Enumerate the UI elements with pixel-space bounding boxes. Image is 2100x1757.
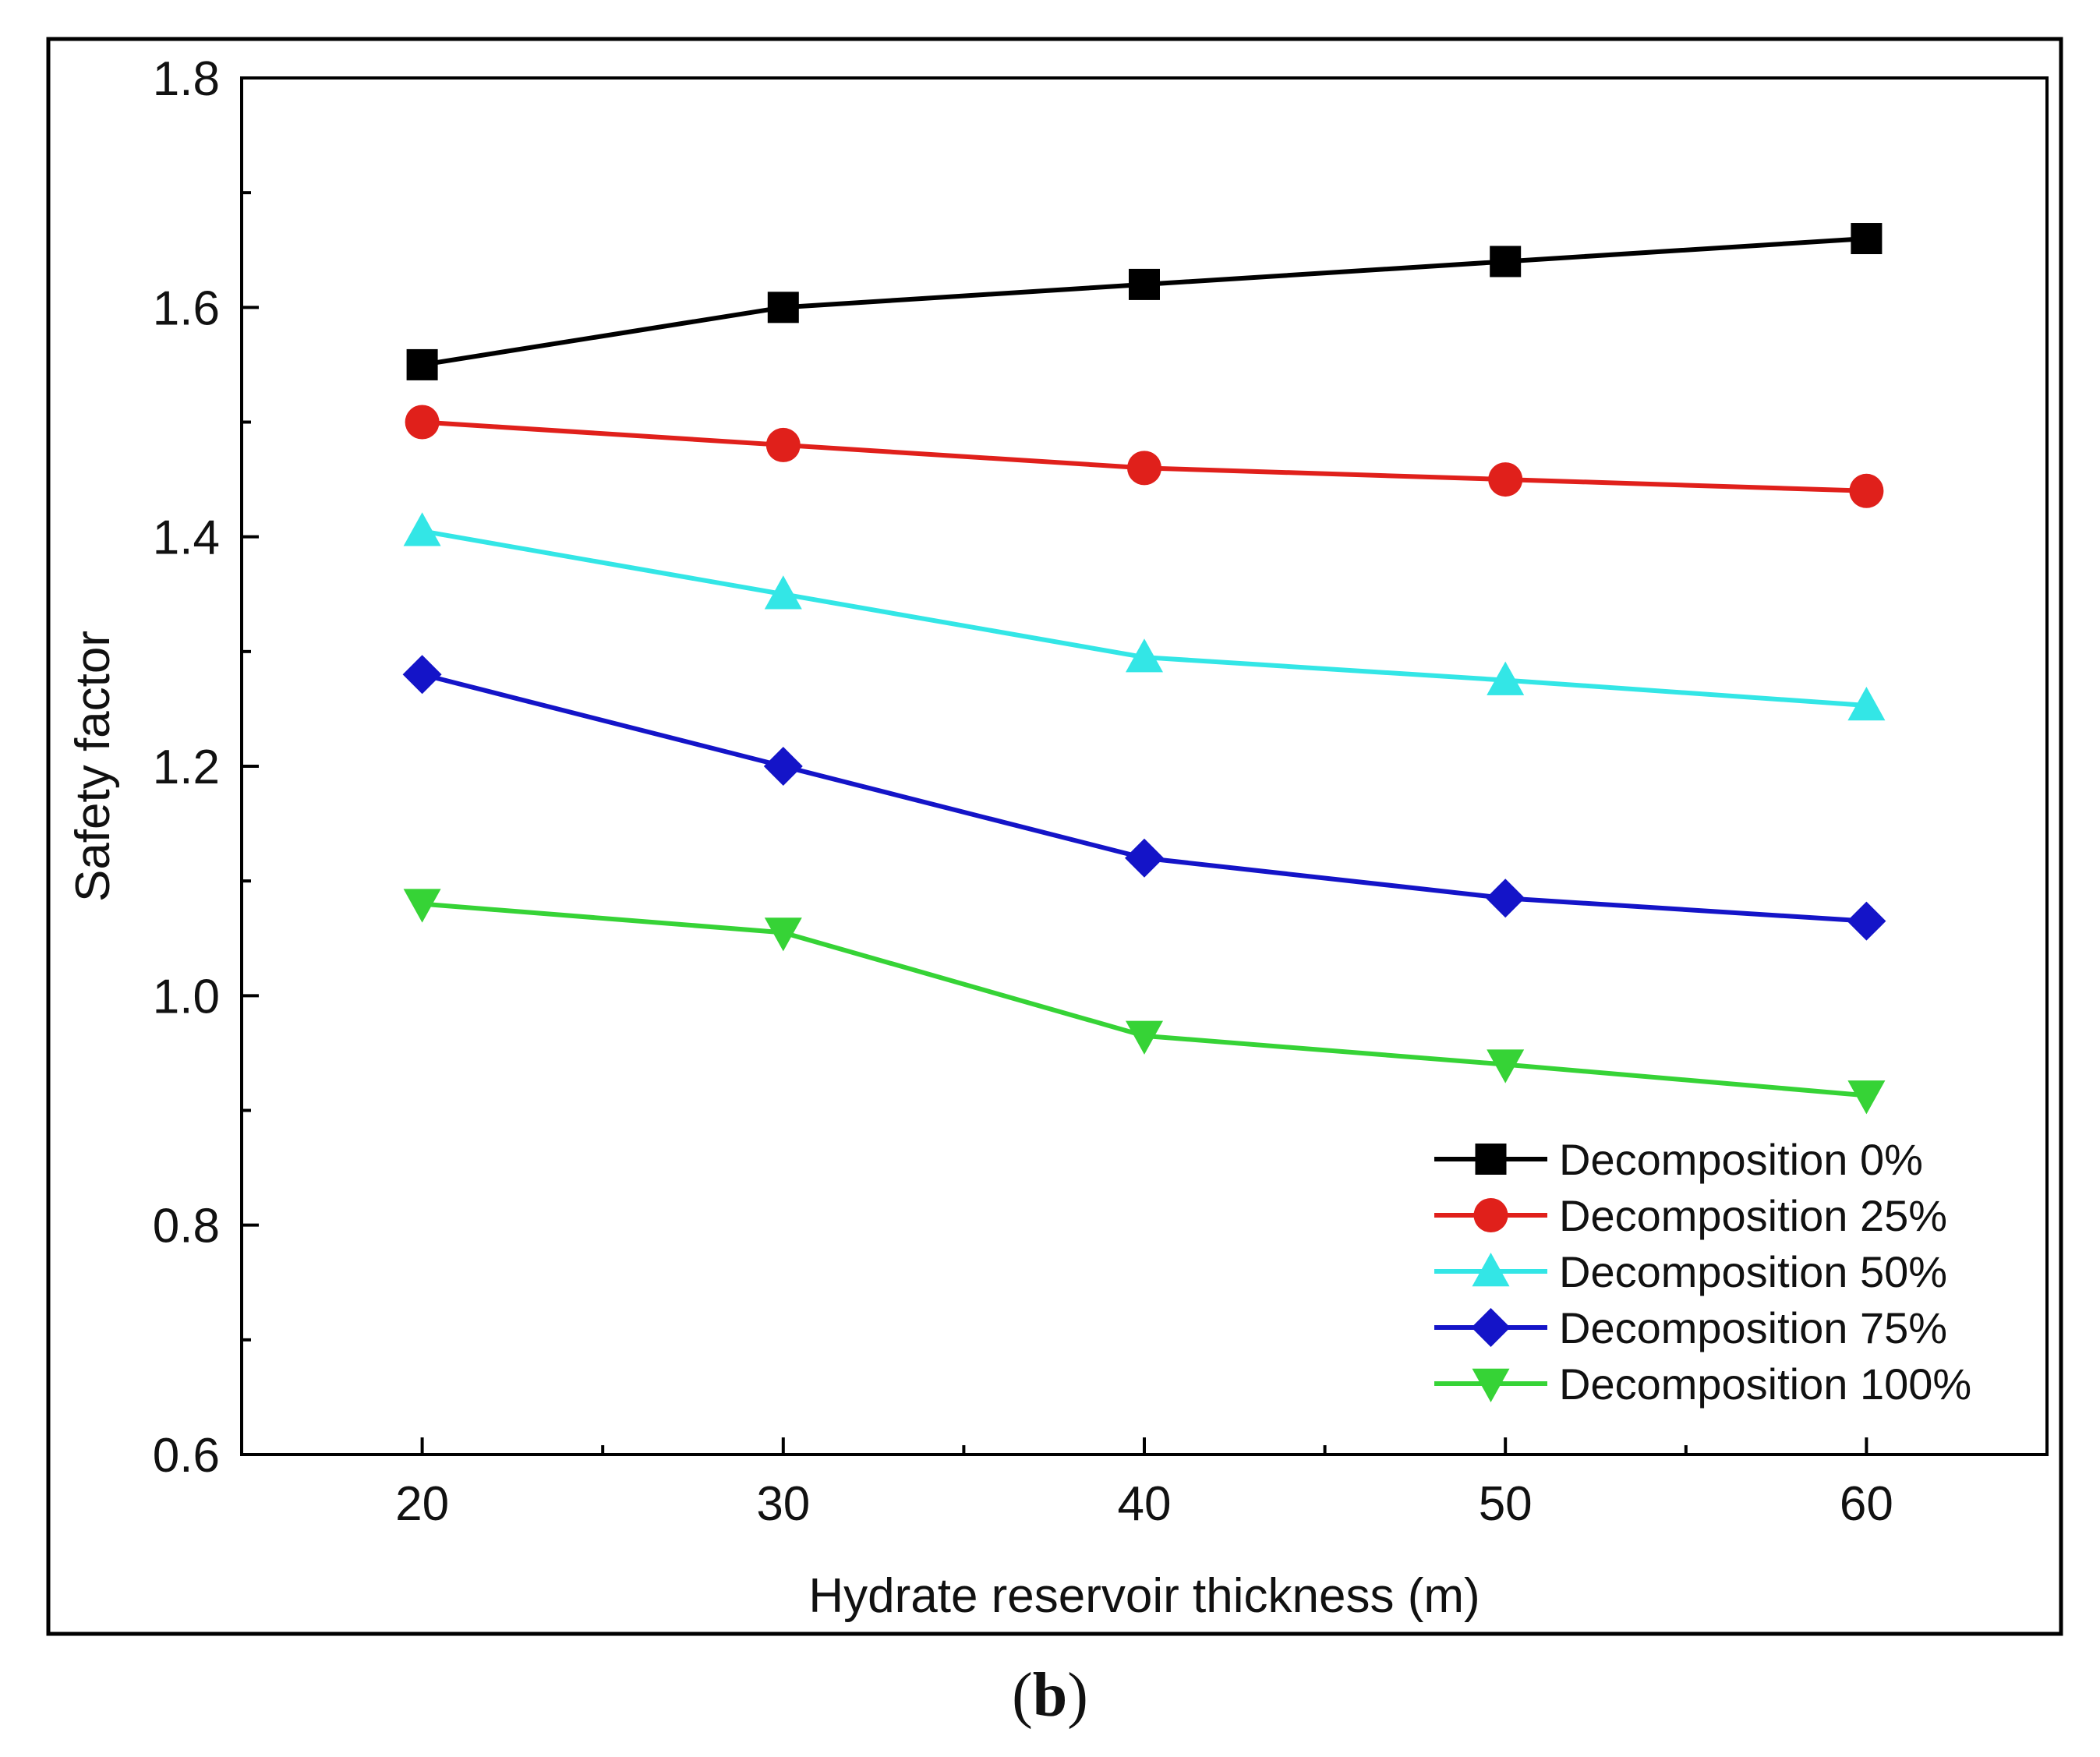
data-point	[1126, 638, 1163, 673]
data-point	[1125, 838, 1164, 878]
legend-label: Decomposition 0%	[1559, 1135, 1923, 1184]
legend-marker	[1471, 1308, 1511, 1347]
data-point	[1126, 1020, 1163, 1055]
series-line	[422, 901, 1867, 1098]
series-4	[403, 889, 1886, 1115]
legend-marker	[1473, 1198, 1508, 1232]
data-point	[1849, 473, 1884, 508]
figure-frame	[46, 37, 2063, 1636]
legend-marker	[1475, 1144, 1507, 1175]
y-tick-label: 1.6	[153, 281, 220, 335]
data-point	[406, 348, 438, 380]
data-point	[403, 512, 441, 546]
legend-entry: Decomposition 25%	[1434, 1191, 1947, 1240]
y-axis-title: Safety factor	[66, 631, 120, 902]
legend-label: Decomposition 100%	[1559, 1359, 1971, 1409]
legend: Decomposition 0% Decomposition 25% Decompo…	[1434, 1135, 1971, 1409]
panel-label: (b)	[0, 1660, 2100, 1731]
series-layer	[402, 223, 1886, 1115]
data-point	[1851, 223, 1883, 255]
legend-label: Decomposition 50%	[1559, 1247, 1947, 1296]
data-point	[402, 655, 442, 695]
legend-entry: Decomposition 100%	[1434, 1359, 1971, 1409]
data-point	[765, 427, 801, 462]
data-point	[1487, 661, 1525, 695]
data-point	[1127, 451, 1161, 486]
data-point	[403, 889, 441, 923]
x-axis-title: Hydrate reservoir thickness (m)	[808, 1569, 1480, 1623]
panel-label-close: )	[1067, 1661, 1088, 1730]
legend-entry: Decomposition 75%	[1434, 1303, 1947, 1352]
legend-marker	[1472, 1253, 1510, 1287]
data-point	[763, 747, 803, 786]
legend-marker	[1472, 1368, 1510, 1402]
series-line	[422, 529, 1867, 708]
x-tick-label: 50	[1479, 1477, 1533, 1531]
data-point	[767, 292, 799, 323]
series-3	[402, 655, 1886, 941]
legend-entry: Decomposition 50%	[1434, 1247, 1947, 1296]
y-tick-label: 1.8	[153, 52, 220, 106]
y-tick-label: 0.8	[153, 1200, 220, 1253]
y-tick-label: 1.0	[153, 970, 220, 1023]
data-point	[1847, 1080, 1886, 1115]
data-point	[1487, 1049, 1525, 1084]
series-line	[422, 236, 1867, 367]
x-tick-label: 30	[756, 1477, 810, 1531]
x-tick-label: 20	[395, 1477, 449, 1531]
series-0	[406, 223, 1883, 380]
legend-label: Decomposition 75%	[1559, 1303, 1947, 1352]
y-tick-label: 0.6	[153, 1429, 220, 1483]
y-tick-label: 1.4	[153, 511, 220, 565]
data-point	[1847, 901, 1886, 941]
x-tick-label: 40	[1118, 1477, 1172, 1531]
data-point	[1488, 462, 1523, 497]
data-point	[1129, 268, 1160, 300]
series-1	[405, 405, 1884, 508]
data-point	[1490, 246, 1522, 278]
legend-label: Decomposition 25%	[1559, 1191, 1947, 1240]
series-2	[403, 512, 1886, 721]
series-line	[421, 672, 1867, 924]
data-point	[1847, 687, 1886, 721]
data-point	[405, 405, 440, 440]
x-tick-label: 60	[1840, 1477, 1893, 1531]
data-point	[764, 917, 802, 952]
data-point	[764, 575, 802, 610]
legend-entry: Decomposition 0%	[1434, 1135, 1923, 1184]
panel-label-open: (	[1012, 1661, 1033, 1730]
y-axis: 0.6 0.8 1.0 1.2 1.4 1.6 1.8	[153, 52, 259, 1483]
panel-label-letter: b	[1032, 1661, 1068, 1730]
y-tick-label: 1.2	[153, 741, 220, 794]
data-point	[1486, 878, 1526, 918]
x-axis: 20 30 40 50 60	[395, 1437, 1893, 1531]
